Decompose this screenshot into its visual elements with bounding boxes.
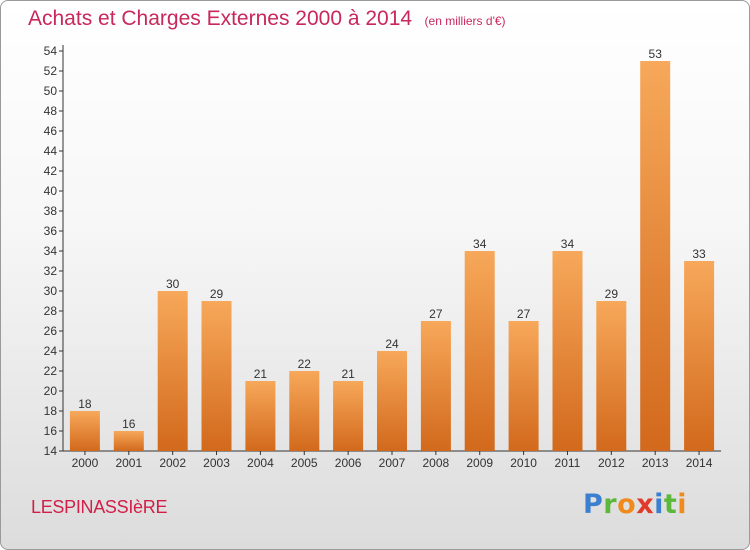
y-tick-label: 20 xyxy=(44,384,58,398)
bar xyxy=(640,61,671,451)
data-label: 21 xyxy=(254,367,268,381)
y-tick-label: 34 xyxy=(44,244,58,258)
data-label: 21 xyxy=(341,367,355,381)
data-label: 33 xyxy=(692,247,706,261)
x-tick-label: 2003 xyxy=(203,456,230,470)
x-tick-label: 2011 xyxy=(555,456,581,470)
data-label: 30 xyxy=(166,277,180,291)
y-tick-label: 42 xyxy=(44,164,58,178)
x-tick-label: 2004 xyxy=(247,456,274,470)
y-tick-label: 38 xyxy=(44,204,58,218)
bar xyxy=(508,321,539,451)
x-tick-label: 2007 xyxy=(379,456,406,470)
x-tick-label: 2005 xyxy=(291,456,318,470)
logo-letter: t xyxy=(663,489,678,520)
y-tick-label: 22 xyxy=(44,364,58,378)
x-tick-label: 2001 xyxy=(115,456,142,470)
data-label: 27 xyxy=(517,307,531,321)
data-label: 27 xyxy=(429,307,443,321)
x-tick-label: 2013 xyxy=(642,456,669,470)
chart-subtitle: (en milliers d'€) xyxy=(424,14,506,28)
y-tick-label: 36 xyxy=(44,224,58,238)
y-tick-label: 40 xyxy=(44,184,58,198)
y-tick-label: 52 xyxy=(44,64,58,78)
y-tick-label: 32 xyxy=(44,264,58,278)
y-tick-label: 54 xyxy=(44,44,58,58)
logo-letter: i xyxy=(677,489,688,520)
bar xyxy=(684,261,715,451)
x-tick-label: 2014 xyxy=(686,456,713,470)
chart-header: Achats et Charges Externes 2000 à 2014 (… xyxy=(28,7,506,31)
y-tick-label: 24 xyxy=(44,344,58,358)
y-tick-label: 48 xyxy=(44,104,58,118)
x-tick-label: 2000 xyxy=(72,456,99,470)
chart-title: Achats et Charges Externes 2000 à 2014 xyxy=(28,7,413,30)
commune-name: LESPINASSIèRE xyxy=(31,497,168,517)
data-label: 24 xyxy=(385,337,399,351)
data-label: 34 xyxy=(473,237,487,251)
bar xyxy=(420,321,451,451)
logo-letter: r xyxy=(603,489,618,520)
data-label: 53 xyxy=(649,47,663,61)
x-tick-label: 2009 xyxy=(466,456,493,470)
bars xyxy=(69,61,715,451)
x-tick-label: 2012 xyxy=(598,456,625,470)
x-tick-label: 2002 xyxy=(159,456,186,470)
x-tick-label: 2010 xyxy=(510,456,537,470)
data-label: 22 xyxy=(298,357,312,371)
proxiti-logo: Proxiti xyxy=(583,489,687,520)
data-labels: 18 16 30 29 21 22 21 24 27 34 27 34 29 53 33 xyxy=(78,47,706,431)
y-tick-label: 50 xyxy=(44,84,58,98)
data-label: 29 xyxy=(210,287,224,301)
bar xyxy=(157,291,188,451)
y-tick-label: 44 xyxy=(44,144,58,158)
data-label: 34 xyxy=(561,237,575,251)
y-tick-label: 28 xyxy=(44,304,58,318)
x-tick-label: 2008 xyxy=(423,456,450,470)
logo-letter: x xyxy=(636,489,655,520)
data-label: 29 xyxy=(605,287,619,301)
y-tick-label: 14 xyxy=(44,444,58,458)
logo-letter: o xyxy=(617,489,637,520)
logo-letter: i xyxy=(654,489,664,520)
bar xyxy=(552,251,583,451)
y-tick-label: 46 xyxy=(44,124,58,138)
y-tick-label: 30 xyxy=(44,284,58,298)
bar xyxy=(377,351,407,451)
bar xyxy=(245,381,276,451)
y-tick-label: 16 xyxy=(44,424,58,438)
bar xyxy=(201,301,232,451)
y-tick-label: 26 xyxy=(44,324,58,338)
logo-letter: P xyxy=(583,489,604,520)
bar xyxy=(333,381,364,451)
y-tick-label: 18 xyxy=(44,404,58,418)
bar xyxy=(113,431,144,451)
data-label: 18 xyxy=(78,397,92,411)
bar xyxy=(69,411,100,451)
bar xyxy=(464,251,495,451)
bar xyxy=(596,301,627,451)
bar xyxy=(289,371,320,451)
x-tick-label: 2006 xyxy=(335,456,362,470)
data-label: 16 xyxy=(122,417,136,431)
